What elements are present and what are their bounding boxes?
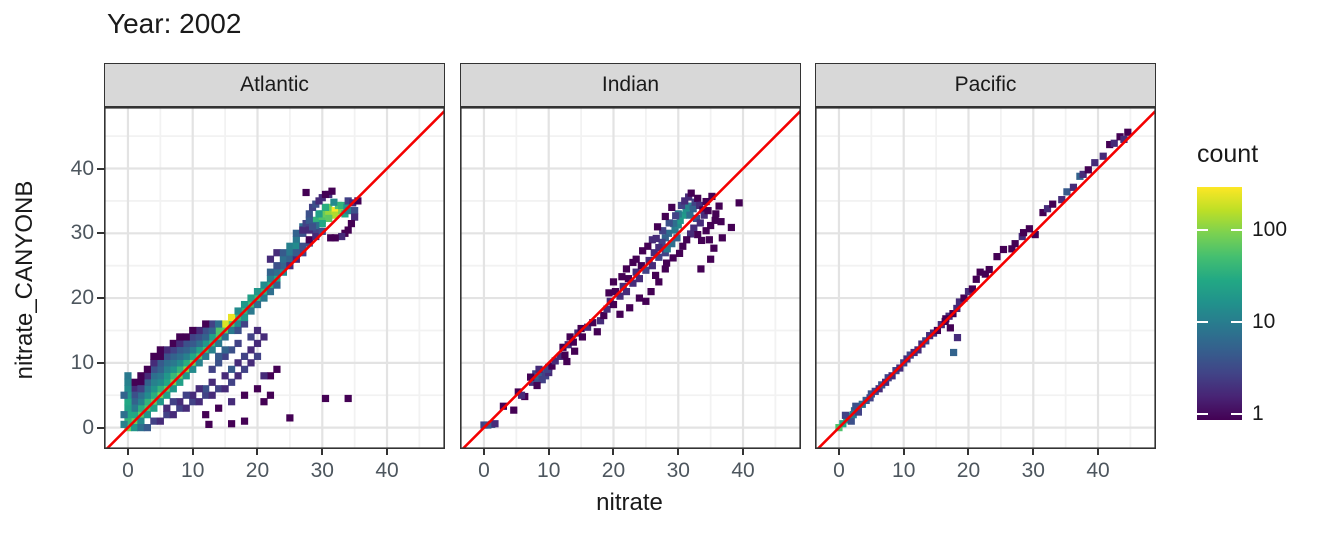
- legend-tick-mark: [1231, 320, 1242, 324]
- identity-reference-line: [461, 109, 801, 449]
- legend-tick-mark: [1197, 412, 1208, 416]
- identity-reference-line: [105, 109, 445, 449]
- legend-tick-mark: [1231, 412, 1242, 416]
- legend-tick-label: 100: [1252, 218, 1288, 241]
- facet-panel-indian: [460, 107, 801, 449]
- x-tick-label: 0: [833, 459, 845, 482]
- x-tick-label: 10: [181, 459, 205, 482]
- x-tick-label: 30: [666, 459, 690, 482]
- x-tick-label: 10: [537, 459, 561, 482]
- y-tick-label: 30: [70, 221, 94, 244]
- legend-colorbar: [1197, 187, 1242, 420]
- facet-strip-pacific: Pacific: [815, 63, 1156, 107]
- facet-panel-atlantic: [104, 107, 445, 449]
- x-tick-label: 0: [122, 459, 134, 482]
- x-tick-mark: [1032, 449, 1035, 455]
- x-tick-mark: [126, 449, 129, 455]
- x-tick-mark: [547, 449, 550, 455]
- legend-tick-mark: [1231, 228, 1242, 232]
- facet-strip-label: Pacific: [954, 73, 1017, 96]
- y-tick-label: 20: [70, 286, 94, 309]
- plot-title: Year: 2002: [107, 8, 242, 39]
- legend-tick-mark: [1197, 228, 1208, 232]
- x-tick-label: 0: [478, 459, 490, 482]
- panel-border: [815, 107, 1156, 449]
- y-tick-label: 40: [70, 157, 94, 180]
- y-tick-mark: [97, 426, 104, 429]
- identity-reference-line: [816, 109, 1156, 449]
- x-tick-label: 10: [892, 459, 916, 482]
- x-tick-mark: [321, 449, 324, 455]
- x-tick-label: 40: [375, 459, 399, 482]
- legend-tick-mark: [1197, 320, 1208, 324]
- x-tick-label: 30: [310, 459, 334, 482]
- x-tick-mark: [386, 449, 389, 455]
- y-tick-label: 10: [70, 351, 94, 374]
- x-tick-label: 20: [245, 459, 270, 482]
- facet-strip-indian: Indian: [460, 63, 801, 107]
- x-tick-mark: [837, 449, 840, 455]
- gridlines: [460, 107, 801, 449]
- x-tick-mark: [256, 449, 259, 455]
- y-tick-mark: [97, 167, 104, 170]
- y-tick-label: 0: [82, 416, 94, 439]
- legend-tick-label: 10: [1252, 310, 1276, 333]
- x-tick-mark: [967, 449, 970, 455]
- x-tick-mark: [612, 449, 615, 455]
- x-tick-label: 20: [956, 459, 981, 482]
- x-tick-mark: [1097, 449, 1100, 455]
- facet-panel-pacific: [815, 107, 1156, 449]
- x-tick-mark: [677, 449, 680, 455]
- x-axis-title: nitrate: [596, 489, 663, 516]
- x-tick-label: 40: [1086, 459, 1110, 482]
- x-tick-mark: [482, 449, 485, 455]
- x-tick-label: 40: [731, 459, 755, 482]
- y-tick-mark: [97, 297, 104, 300]
- y-tick-mark: [97, 361, 104, 364]
- y-tick-mark: [97, 232, 104, 235]
- facet-strip-label: Atlantic: [240, 73, 309, 96]
- x-tick-mark: [191, 449, 194, 455]
- panel-border: [460, 107, 801, 449]
- y-axis-title: nitrate_CANYONB: [11, 180, 38, 380]
- panel-border: [104, 107, 445, 449]
- facet-strip-label: Indian: [601, 73, 660, 96]
- legend-tick-label: 1: [1252, 402, 1264, 425]
- x-tick-label: 20: [601, 459, 626, 482]
- x-tick-mark: [902, 449, 905, 455]
- x-tick-label: 30: [1021, 459, 1045, 482]
- legend-title: count: [1197, 140, 1259, 168]
- x-tick-mark: [742, 449, 745, 455]
- facet-strip-atlantic: Atlantic: [104, 63, 445, 107]
